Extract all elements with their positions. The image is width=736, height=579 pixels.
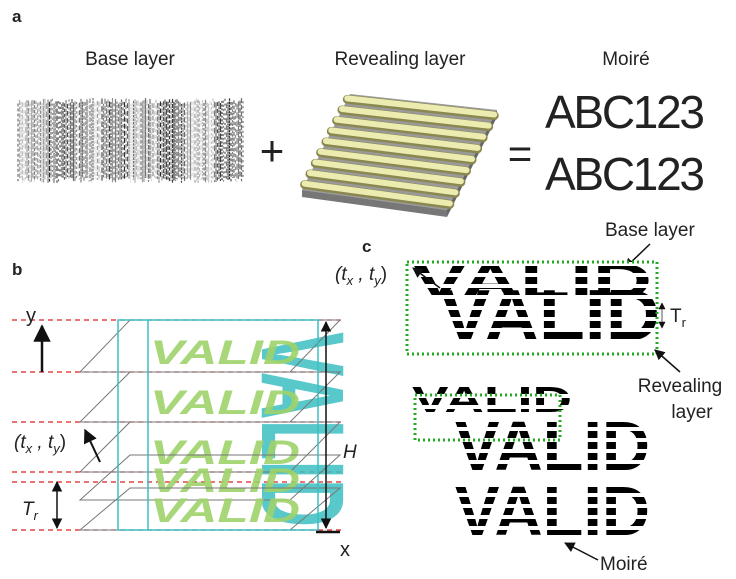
- caption: Moiré: [602, 49, 650, 70]
- stripe: [405, 295, 665, 299]
- caption: Base layer: [605, 220, 695, 241]
- stripe: [405, 526, 665, 530]
- stripe: [405, 339, 665, 343]
- revealing-layer-image: [302, 94, 497, 217]
- base-layer-image: [18, 98, 243, 183]
- layer-word: VALID: [150, 334, 300, 372]
- stripe: [405, 416, 665, 420]
- stripe: [405, 515, 665, 519]
- moire-text: ABC123: [545, 148, 705, 200]
- caption: Base layer: [85, 49, 175, 70]
- caption: Moiré: [600, 554, 648, 575]
- stripe: [405, 405, 665, 409]
- stripe: [405, 306, 665, 310]
- panel-label: c: [362, 237, 371, 256]
- stripe: [405, 460, 665, 464]
- panel-label: a: [12, 7, 22, 26]
- caption: Revealing: [638, 376, 723, 397]
- stripe: [405, 372, 665, 376]
- stripe: [405, 537, 665, 541]
- stripe: [405, 471, 665, 475]
- stripe: [405, 317, 665, 321]
- equals-sign: =: [508, 130, 533, 177]
- dimension-label: H: [343, 442, 357, 463]
- caption: Revealing layer: [335, 49, 467, 70]
- offset-label: (tx , ty): [335, 264, 387, 288]
- offset-label: (tx , ty): [14, 432, 66, 456]
- axis-label: y: [26, 305, 36, 327]
- stripe: [405, 383, 665, 387]
- figure: a Base layer Revealing layer Moiré + = A…: [0, 0, 736, 579]
- plus-sign: +: [260, 127, 285, 174]
- axis-label: x: [340, 539, 350, 561]
- period-label: Tr: [670, 306, 687, 330]
- stripe: [405, 427, 665, 431]
- stripe: [405, 504, 665, 508]
- stripe: [405, 284, 665, 288]
- layer-word: VALID: [150, 492, 300, 530]
- stripe: [405, 449, 665, 453]
- stripe: [405, 493, 665, 497]
- panel-label: b: [12, 260, 22, 279]
- layer-word: VALID: [150, 384, 300, 422]
- stripe: [405, 328, 665, 332]
- period-label: Tr: [22, 499, 39, 523]
- stripe: [405, 482, 665, 486]
- stripe: [405, 361, 665, 365]
- stripe: [405, 273, 665, 277]
- caption: layer: [671, 402, 713, 423]
- moire-text: ABC123: [545, 86, 705, 138]
